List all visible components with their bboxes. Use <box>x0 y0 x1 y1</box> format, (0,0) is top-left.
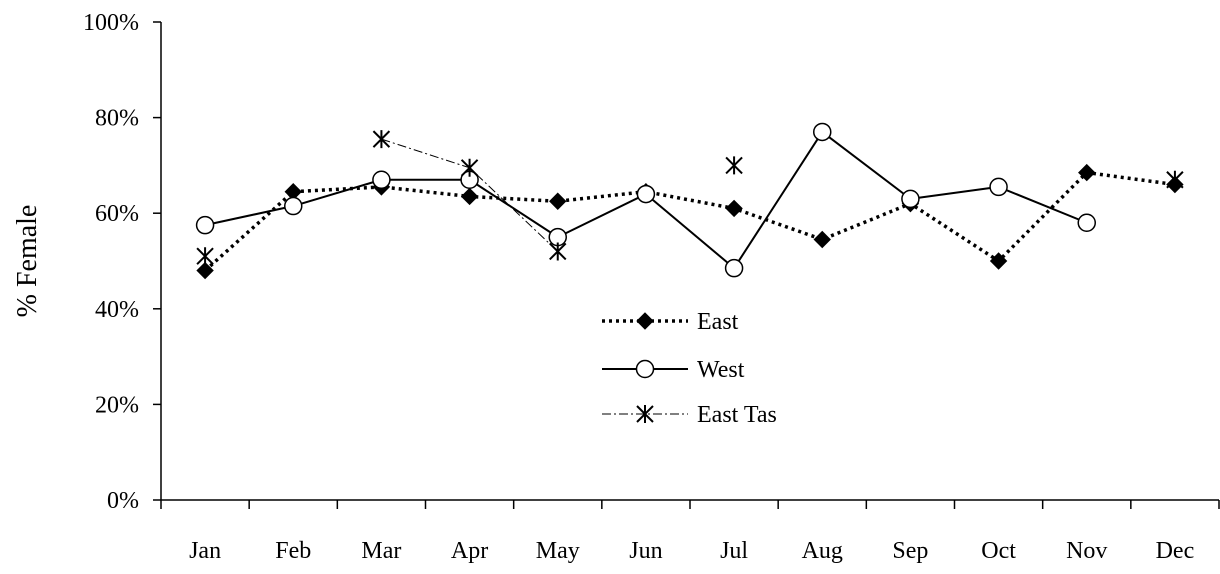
y-tick-label: 100% <box>83 10 139 36</box>
x-tick-label: Jun <box>629 538 662 564</box>
y-tick-label: 0% <box>107 488 139 514</box>
data-point <box>725 199 743 218</box>
series-line <box>203 170 1176 272</box>
x-tick-label: Nov <box>1066 538 1107 564</box>
x-tick-label: Apr <box>451 538 488 564</box>
data-point <box>1166 170 1184 189</box>
legend-label: West <box>697 357 745 383</box>
x-tick-label: Feb <box>275 538 311 564</box>
data-point <box>195 215 215 235</box>
data-point <box>636 184 656 204</box>
y-tick-label: 60% <box>95 201 139 227</box>
x-tick-label: Aug <box>802 538 843 564</box>
data-point <box>372 170 391 189</box>
x-tick-label: Jan <box>189 538 221 564</box>
legend: East West East Tas <box>602 309 777 428</box>
data-point <box>549 192 567 210</box>
series-east-tas <box>196 130 1184 266</box>
data-point <box>901 189 920 209</box>
data-point <box>284 196 303 216</box>
data-point <box>196 247 214 266</box>
data-point <box>813 230 831 249</box>
x-tick-label: Dec <box>1156 538 1195 564</box>
data-point <box>724 258 744 278</box>
y-tick-label: 40% <box>95 297 139 323</box>
x-tick-label: Sep <box>892 538 928 564</box>
data-point <box>1078 163 1096 182</box>
y-tick-label: 80% <box>95 106 139 132</box>
x-tick-label: Jul <box>720 538 748 564</box>
data-point <box>460 158 479 177</box>
data-point <box>196 261 214 280</box>
legend-label: East <box>697 309 739 335</box>
data-point <box>635 359 655 379</box>
data-point <box>636 312 654 330</box>
data-point <box>372 130 391 149</box>
data-point <box>1077 213 1096 233</box>
data-point <box>636 405 654 423</box>
y-tick-label: 20% <box>95 392 139 418</box>
x-tick-label: Oct <box>981 538 1016 564</box>
legend-label: East Tas <box>697 402 777 428</box>
data-point <box>813 122 832 142</box>
data-point <box>549 242 567 261</box>
x-tick-label: Mar <box>361 538 401 564</box>
y-axis-title: % Female <box>12 205 43 318</box>
data-point <box>460 187 479 206</box>
x-tick-label: May <box>536 538 580 564</box>
series-west <box>195 122 1096 278</box>
series-east <box>196 163 1184 280</box>
data-point <box>725 156 743 175</box>
data-point <box>989 177 1008 197</box>
data-point <box>989 252 1008 270</box>
